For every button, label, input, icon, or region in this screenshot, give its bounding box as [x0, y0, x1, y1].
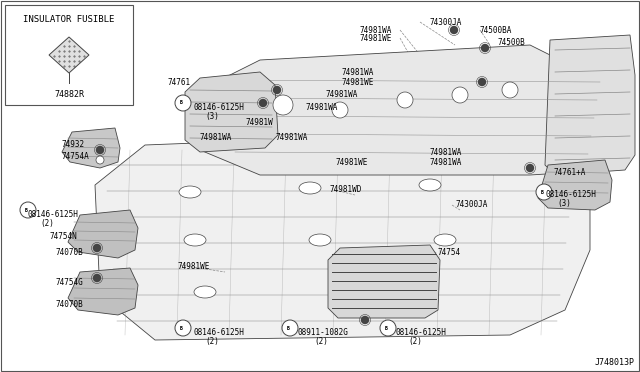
- Text: 08911-1082G: 08911-1082G: [298, 328, 349, 337]
- Text: 74300JA: 74300JA: [430, 18, 462, 27]
- Circle shape: [282, 320, 298, 336]
- Text: 74754N: 74754N: [50, 232, 77, 241]
- Text: 74981WE: 74981WE: [178, 262, 211, 271]
- Circle shape: [97, 147, 104, 154]
- Circle shape: [502, 82, 518, 98]
- Text: 74070B: 74070B: [55, 248, 83, 257]
- Polygon shape: [200, 45, 610, 175]
- Circle shape: [481, 45, 488, 51]
- Text: 08146-6125H: 08146-6125H: [396, 328, 447, 337]
- Ellipse shape: [434, 234, 456, 246]
- Text: B: B: [24, 208, 28, 212]
- Text: 74882R: 74882R: [54, 90, 84, 99]
- Ellipse shape: [329, 286, 351, 298]
- Circle shape: [93, 275, 100, 282]
- Text: 74754G: 74754G: [55, 278, 83, 287]
- Circle shape: [362, 317, 369, 324]
- Polygon shape: [185, 72, 278, 152]
- Ellipse shape: [299, 182, 321, 194]
- Circle shape: [536, 184, 552, 200]
- Circle shape: [175, 95, 191, 111]
- Circle shape: [380, 320, 396, 336]
- Circle shape: [452, 87, 468, 103]
- Circle shape: [479, 78, 486, 86]
- Text: 08146-6125H: 08146-6125H: [28, 210, 79, 219]
- Polygon shape: [545, 35, 635, 175]
- Text: B: B: [385, 326, 387, 330]
- Circle shape: [175, 320, 191, 336]
- Text: 74981WE: 74981WE: [360, 34, 392, 43]
- Ellipse shape: [309, 234, 331, 246]
- Text: 74981WA: 74981WA: [275, 133, 307, 142]
- Text: 74981WA: 74981WA: [305, 103, 337, 112]
- Circle shape: [96, 156, 104, 164]
- Circle shape: [273, 87, 280, 93]
- Circle shape: [273, 95, 293, 115]
- Text: 08146-6125H: 08146-6125H: [193, 328, 244, 337]
- Ellipse shape: [419, 179, 441, 191]
- Text: 74981WA: 74981WA: [200, 133, 232, 142]
- Text: 08146-6125H: 08146-6125H: [193, 103, 244, 112]
- Text: (2): (2): [205, 337, 219, 346]
- Circle shape: [20, 202, 36, 218]
- Polygon shape: [95, 130, 590, 340]
- Circle shape: [332, 102, 348, 118]
- Text: B: B: [180, 100, 182, 106]
- Text: INSULATOR FUSIBLE: INSULATOR FUSIBLE: [23, 15, 115, 24]
- Text: 74981WE: 74981WE: [342, 78, 374, 87]
- Polygon shape: [68, 210, 138, 258]
- Circle shape: [451, 26, 458, 33]
- Ellipse shape: [179, 186, 201, 198]
- Text: B: B: [287, 326, 289, 330]
- Text: (2): (2): [314, 337, 328, 346]
- Text: 08146-6125H: 08146-6125H: [545, 190, 596, 199]
- Text: (3): (3): [557, 199, 571, 208]
- Polygon shape: [68, 268, 138, 315]
- Text: 74500BA: 74500BA: [480, 26, 513, 35]
- Text: 74981WD: 74981WD: [330, 185, 362, 194]
- Text: 74981WA: 74981WA: [430, 148, 462, 157]
- Circle shape: [259, 99, 266, 106]
- Text: 74932: 74932: [62, 140, 85, 149]
- Bar: [5, 5, 133, 105]
- Polygon shape: [62, 128, 120, 168]
- Text: (2): (2): [40, 219, 54, 228]
- Text: 74500B: 74500B: [497, 38, 525, 47]
- Text: 74754: 74754: [437, 248, 460, 257]
- Text: 74981W: 74981W: [246, 118, 274, 127]
- Text: (3): (3): [205, 112, 219, 121]
- Text: 74300JA: 74300JA: [455, 200, 488, 209]
- Text: 74754A: 74754A: [62, 152, 90, 161]
- Text: 74981WA: 74981WA: [342, 68, 374, 77]
- Polygon shape: [538, 160, 612, 210]
- Text: 74070B: 74070B: [55, 300, 83, 309]
- Text: 74981WA: 74981WA: [325, 90, 357, 99]
- Text: 74981WA: 74981WA: [430, 158, 462, 167]
- Text: 74981WA: 74981WA: [360, 26, 392, 35]
- Text: 74761+A: 74761+A: [554, 168, 586, 177]
- Text: B: B: [541, 189, 543, 195]
- Polygon shape: [49, 37, 89, 73]
- Polygon shape: [328, 245, 440, 318]
- Text: J748013P: J748013P: [595, 358, 635, 367]
- Ellipse shape: [184, 234, 206, 246]
- Text: (2): (2): [408, 337, 422, 346]
- Text: B: B: [180, 326, 182, 330]
- Circle shape: [93, 244, 100, 251]
- Text: 74981WE: 74981WE: [335, 158, 367, 167]
- Text: 74761: 74761: [167, 78, 190, 87]
- Circle shape: [397, 92, 413, 108]
- Ellipse shape: [194, 286, 216, 298]
- Circle shape: [527, 164, 534, 171]
